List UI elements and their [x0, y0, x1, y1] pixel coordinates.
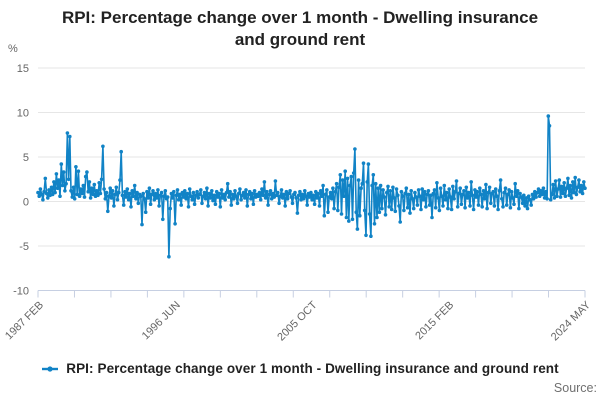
legend: RPI: Percentage change over 1 month - Dw…	[0, 361, 600, 376]
source-label: Source:	[553, 381, 597, 395]
y-axis-unit-label: %	[8, 43, 18, 55]
svg-text:2005 OCT: 2005 OCT	[275, 299, 320, 344]
svg-text:15: 15	[17, 63, 29, 75]
legend-label: RPI: Percentage change over 1 month - Dw…	[66, 361, 559, 376]
svg-text:5: 5	[23, 152, 29, 164]
svg-text:1987 FEB: 1987 FEB	[3, 299, 46, 342]
svg-text:2015 FEB: 2015 FEB	[413, 299, 456, 342]
svg-text:-10: -10	[13, 286, 29, 298]
svg-text:10: 10	[17, 108, 29, 120]
svg-text:0: 0	[23, 197, 29, 209]
svg-text:1996 JUN: 1996 JUN	[140, 299, 183, 342]
svg-text:-5: -5	[19, 241, 29, 253]
legend-line-marker-icon	[42, 365, 59, 372]
page-title: RPI: Percentage change over 1 month - Dw…	[0, 7, 600, 52]
legend-item[interactable]: RPI: Percentage change over 1 month - Dw…	[41, 361, 559, 376]
chart-title-text: RPI: Percentage change over 1 month - Dw…	[61, 8, 539, 50]
svg-text:2024 MAY: 2024 MAY	[549, 299, 594, 344]
